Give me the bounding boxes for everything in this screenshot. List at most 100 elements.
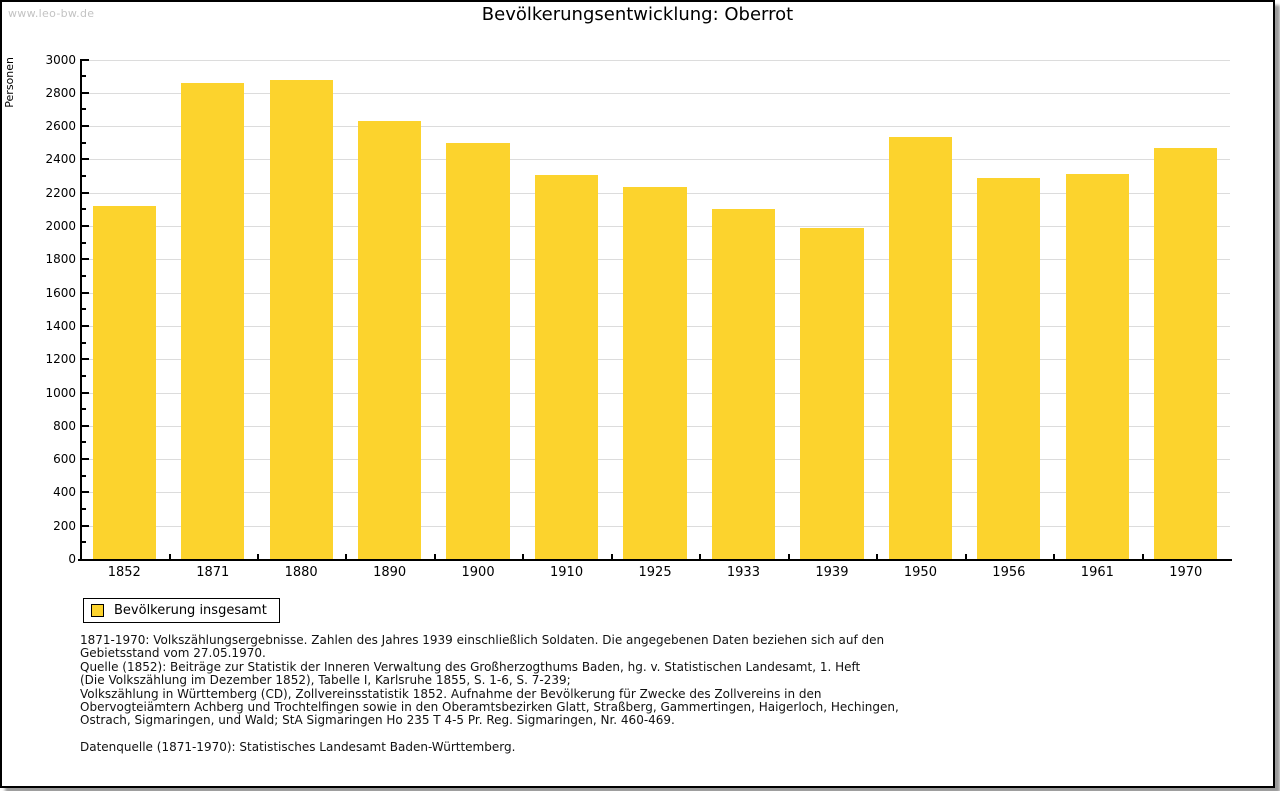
- y-tick-label-0: 0: [68, 552, 76, 566]
- x-tick-label-1871: 1871: [196, 565, 230, 580]
- x-boundary-tick-10: [964, 554, 967, 559]
- y-tick-label-2600: 2600: [45, 119, 76, 134]
- y-major-tick-2600: [80, 125, 89, 128]
- y-tick-label-2800: 2800: [45, 85, 76, 100]
- x-boundary-tick-8: [787, 554, 790, 559]
- y-tick-label-2400: 2400: [45, 152, 76, 167]
- y-minor-tick-1500: [80, 308, 86, 311]
- footnote-line: (Die Volkszählung im Dezember 1852), Tab…: [80, 673, 571, 688]
- x-boundary-tick-3: [345, 554, 348, 559]
- y-minor-tick-2900: [80, 75, 86, 78]
- bar-1852: [92, 206, 156, 559]
- y-major-tick-400: [80, 491, 89, 494]
- bar-1933: [711, 209, 776, 559]
- y-minor-tick-1300: [80, 341, 86, 344]
- x-boundary-tick-2: [256, 554, 259, 559]
- bar-1950: [888, 136, 953, 559]
- footnote-line: Ostrach, Sigmaringen, und Wald; StA Sigm…: [80, 713, 675, 728]
- y-tick-label-1600: 1600: [45, 285, 76, 300]
- x-boundary-tick-1: [168, 554, 171, 559]
- y-minor-tick-700: [80, 441, 86, 444]
- y-major-tick-2000: [80, 225, 89, 227]
- legend-label: Bevölkerung insgesamt: [114, 603, 267, 618]
- legend: Bevölkerung insgesamt: [83, 598, 280, 623]
- y-tick-label-1400: 1400: [45, 318, 76, 333]
- y-major-tick-2200: [80, 191, 89, 194]
- x-tick-label-1950: 1950: [903, 565, 937, 580]
- footnote-line: 1871-1970: Volkszählungsergebnisse. Zahl…: [80, 633, 885, 647]
- x-tick-label-1933: 1933: [726, 565, 760, 580]
- y-tick-label-1200: 1200: [45, 352, 76, 367]
- x-tick-label-1900: 1900: [461, 565, 495, 580]
- gridline-3000: [80, 59, 1230, 61]
- y-major-tick-1200: [80, 358, 89, 361]
- y-major-tick-1400: [80, 324, 89, 327]
- y-major-tick-800: [80, 424, 89, 427]
- x-boundary-tick-12: [1141, 554, 1144, 559]
- bar-1871: [181, 82, 245, 559]
- bar-1925: [623, 186, 687, 559]
- y-major-tick-200: [80, 524, 89, 527]
- x-boundary-tick-6: [610, 554, 613, 559]
- y-axis-label: Personen: [3, 57, 16, 108]
- bar-1961: [1065, 174, 1129, 559]
- y-tick-label-1800: 1800: [45, 252, 76, 267]
- watermark: www.leo-bw.de: [8, 7, 95, 20]
- gridline-2600: [80, 126, 1230, 128]
- y-axis-line: [80, 59, 82, 561]
- y-major-tick-2800: [80, 91, 89, 94]
- y-major-tick-600: [80, 458, 89, 461]
- y-tick-label-600: 600: [53, 452, 76, 467]
- y-tick-label-1000: 1000: [45, 385, 76, 400]
- bar-1939: [800, 227, 864, 559]
- datenquelle-line: Datenquelle (1871-1970): Statistisches L…: [80, 739, 516, 754]
- bar-1910: [534, 175, 599, 559]
- footnotes: 1871-1970: Volkszählungsergebnisse. Zahl…: [80, 633, 899, 754]
- y-minor-tick-300: [80, 508, 86, 511]
- y-major-tick-1600: [80, 291, 89, 294]
- y-major-tick-1000: [80, 391, 89, 394]
- x-tick-label-1852: 1852: [107, 565, 141, 580]
- gridline-2400: [80, 159, 1230, 161]
- footnote-line: Obervogteiämtern Achberg und Trochtelfin…: [80, 700, 899, 715]
- y-tick-label-2000: 2000: [45, 219, 76, 233]
- footnote-line: Quelle (1852): Beiträge zur Statistik de…: [80, 659, 861, 674]
- footnote-line: Volkszählung in Württemberg (CD), Zollve…: [80, 686, 822, 701]
- y-tick-label-3000: 3000: [45, 52, 76, 67]
- chart-title: Bevölkerungsentwicklung: Oberrot: [481, 4, 794, 25]
- x-tick-label-1970: 1970: [1169, 565, 1203, 580]
- x-axis-line: [78, 559, 1232, 561]
- bar-1970: [1154, 147, 1218, 559]
- y-minor-tick-500: [80, 474, 86, 477]
- y-minor-tick-900: [80, 408, 86, 411]
- bar-1880: [269, 80, 333, 559]
- y-minor-tick-2100: [80, 208, 86, 211]
- y-major-tick-3000: [80, 58, 89, 61]
- bar-1956: [977, 177, 1041, 559]
- x-tick-label-1880: 1880: [284, 565, 318, 580]
- y-minor-tick-1100: [80, 374, 86, 377]
- y-tick-label-400: 400: [53, 485, 76, 500]
- x-tick-label-1910: 1910: [550, 565, 584, 580]
- y-minor-tick-2300: [80, 175, 86, 177]
- y-tick-label-200: 200: [53, 518, 76, 533]
- y-tick-label-800: 800: [53, 418, 76, 433]
- x-tick-label-1890: 1890: [373, 565, 407, 580]
- y-major-tick-1800: [80, 258, 89, 261]
- x-boundary-tick-4: [433, 554, 436, 559]
- y-minor-tick-2500: [80, 141, 86, 144]
- y-tick-label-2200: 2200: [45, 185, 76, 200]
- x-boundary-tick-5: [522, 554, 525, 559]
- y-minor-tick-1700: [80, 274, 86, 277]
- x-boundary-tick-9: [876, 554, 879, 559]
- x-boundary-tick-7: [699, 554, 702, 559]
- footnote-line: Gebietsstand vom 27.05.1970.: [80, 646, 266, 661]
- gridline-2800: [80, 92, 1230, 94]
- bar-1890: [357, 121, 422, 559]
- legend-swatch-icon: [91, 604, 104, 617]
- x-tick-label-1956: 1956: [992, 565, 1026, 580]
- x-tick-label-1925: 1925: [638, 565, 672, 580]
- x-tick-label-1939: 1939: [815, 565, 849, 580]
- y-minor-tick-2700: [80, 108, 86, 111]
